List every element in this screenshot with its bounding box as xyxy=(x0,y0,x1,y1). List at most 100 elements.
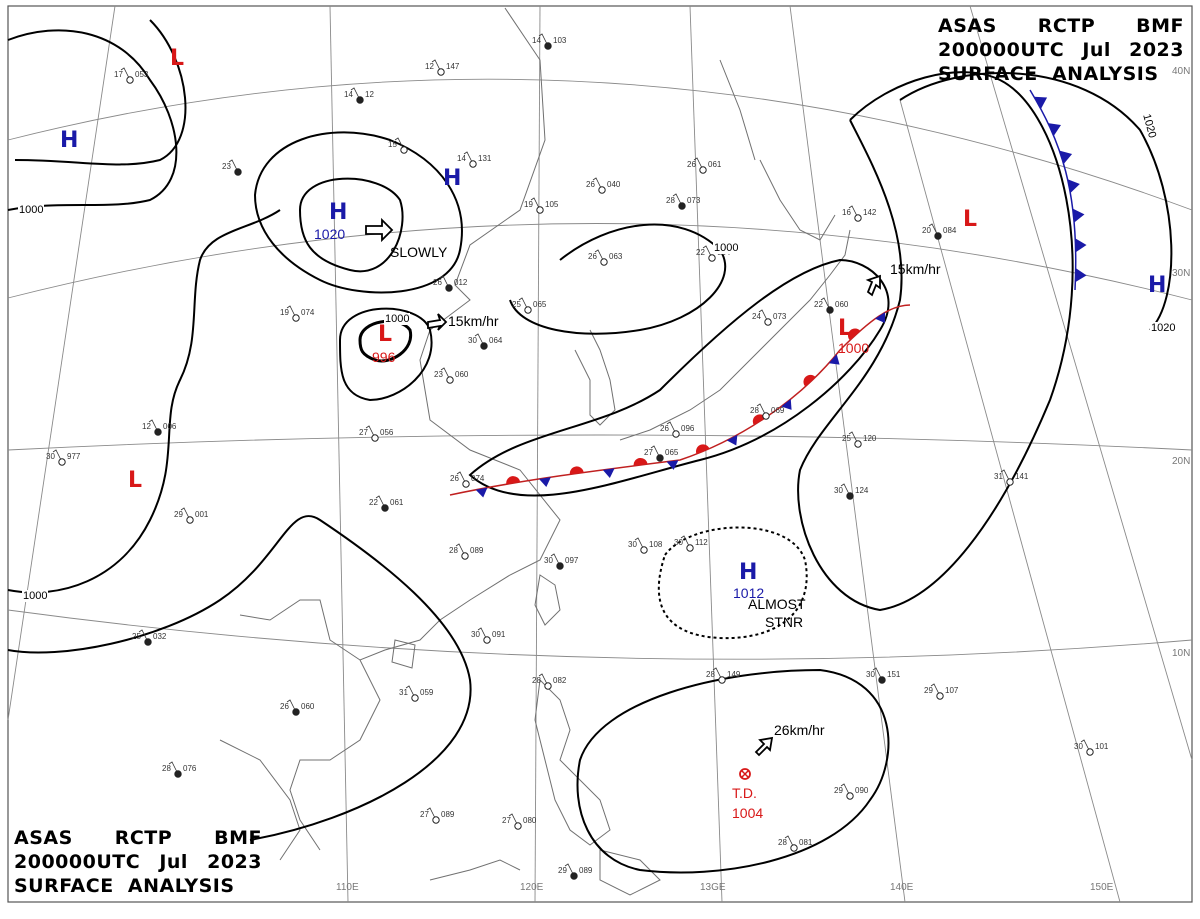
station-circle-icon xyxy=(144,638,152,646)
longitude-line-140e xyxy=(789,5,906,903)
station-circle-icon xyxy=(381,504,389,512)
station-circle-icon xyxy=(544,42,552,50)
wind-barb-icon xyxy=(538,33,549,47)
isobar-sw-long xyxy=(7,515,472,841)
station-model: 30 112 xyxy=(674,535,708,552)
station-circle-icon xyxy=(826,306,834,314)
station-temperature: 14 xyxy=(457,154,466,163)
station-temperature: 27 xyxy=(644,448,653,457)
station-circle-icon xyxy=(437,68,445,76)
wind-barb-icon xyxy=(52,449,63,463)
station-circle-icon xyxy=(524,306,532,314)
station-temperature: 16 xyxy=(842,208,851,217)
station-model: 29 089 xyxy=(558,863,593,880)
station-pressure: 112 xyxy=(695,538,708,547)
station-model: 31 059 xyxy=(399,685,434,702)
wind-barb-icon xyxy=(650,445,661,459)
td-label: T.D. xyxy=(732,785,757,801)
wind-barb-icon xyxy=(350,87,361,101)
header-time: 200000UTC xyxy=(938,39,1065,61)
station-model: 27 089 xyxy=(420,807,455,824)
map-frame xyxy=(7,5,1193,903)
wind-barb-icon xyxy=(848,431,859,445)
station-circle-icon xyxy=(846,492,854,500)
station-circle-icon xyxy=(400,146,408,154)
wind-barb-icon xyxy=(228,159,239,173)
warm-front-semicircle-icon xyxy=(848,328,861,341)
station-pressure: 097 xyxy=(565,556,579,565)
coast-vietnam-south xyxy=(219,739,301,861)
isobar-1000-west xyxy=(7,29,178,211)
station-pressure: 060 xyxy=(835,300,849,309)
wind-barb-icon xyxy=(672,193,683,207)
station-temperature: 28 xyxy=(706,670,715,679)
high-center-symbol: H xyxy=(60,128,79,153)
station-pressure: 059 xyxy=(420,688,434,697)
station-circle-icon xyxy=(790,844,798,852)
wind-barb-icon xyxy=(550,553,561,567)
wind-barb-icon xyxy=(138,629,149,643)
station-circle-icon xyxy=(854,214,862,222)
station-model: 30 124 xyxy=(834,483,869,500)
high-center-pressure: 1020 xyxy=(314,226,346,242)
station-circle-icon xyxy=(292,314,300,322)
station-pressure: 076 xyxy=(183,764,197,773)
graticule xyxy=(7,5,1193,903)
longitude-line-120e xyxy=(534,5,541,903)
station-circle-icon xyxy=(1086,748,1094,756)
wind-barb-icon xyxy=(872,667,883,681)
coastlines xyxy=(219,7,851,896)
station-model: 12 147 xyxy=(425,59,460,76)
station-pressure: 120 xyxy=(863,434,877,443)
station-pressure: 108 xyxy=(649,540,663,549)
station-temperature: 26 xyxy=(687,160,696,169)
wind-barb-icon xyxy=(474,333,485,347)
station-temperature: 25 xyxy=(842,434,851,443)
coast-japan xyxy=(619,229,851,441)
wind-barb-icon xyxy=(702,245,713,259)
station-model: 12 006 xyxy=(142,419,177,436)
station-pressure: 124 xyxy=(855,486,869,495)
station-model: 28 089 xyxy=(449,543,484,560)
wind-barb-icon xyxy=(148,419,159,433)
station-circle-icon xyxy=(462,480,470,488)
station-temperature: 26 xyxy=(450,474,459,483)
wind-barb-icon xyxy=(456,471,467,485)
warm-front-semicircle-icon xyxy=(696,444,710,455)
isobar-label: 1000 xyxy=(22,590,49,602)
station-model: 31 141 xyxy=(994,469,1029,486)
wind-barb-icon xyxy=(431,59,442,73)
isobar-low-996-inner xyxy=(358,319,413,363)
cold-front-marks xyxy=(1034,96,1087,283)
station-temperature: 15 xyxy=(388,140,397,149)
station-circle-icon xyxy=(544,682,552,690)
high-center-pressure: 1012 xyxy=(733,585,765,601)
station-circle-icon xyxy=(556,562,564,570)
station-model: 22 060 xyxy=(814,297,849,314)
station-pressure: 053 xyxy=(135,70,149,79)
cold-front-triangle-icon xyxy=(475,487,488,498)
station-pressure: 064 xyxy=(489,336,503,345)
wind-barb-icon xyxy=(564,863,575,877)
station-pressure: 101 xyxy=(1095,742,1109,751)
cold-front-triangle-icon xyxy=(874,312,886,323)
station-model: 26 074 xyxy=(450,471,485,488)
station-pressure: 012 xyxy=(454,278,468,287)
tropical-depression-icon xyxy=(739,768,751,780)
station-model: 28 082 xyxy=(532,673,567,690)
header-time: 200000UTC xyxy=(14,851,141,873)
station-pressure: 12 xyxy=(365,90,374,99)
station-model: 26 063 xyxy=(588,249,623,266)
high-center-symbol: H xyxy=(329,200,348,225)
station-model: 30 091 xyxy=(471,627,506,644)
header-year: 2023 xyxy=(1129,39,1184,61)
station-pressure: 090 xyxy=(855,786,869,795)
station-pressure: 096 xyxy=(681,424,695,433)
wind-barb-icon xyxy=(286,305,297,319)
station-temperature: 30 xyxy=(46,452,55,461)
cold-front-triangle-icon xyxy=(666,460,679,470)
motion-label: 15km/hr xyxy=(448,313,499,329)
station-circle-icon xyxy=(469,160,477,168)
